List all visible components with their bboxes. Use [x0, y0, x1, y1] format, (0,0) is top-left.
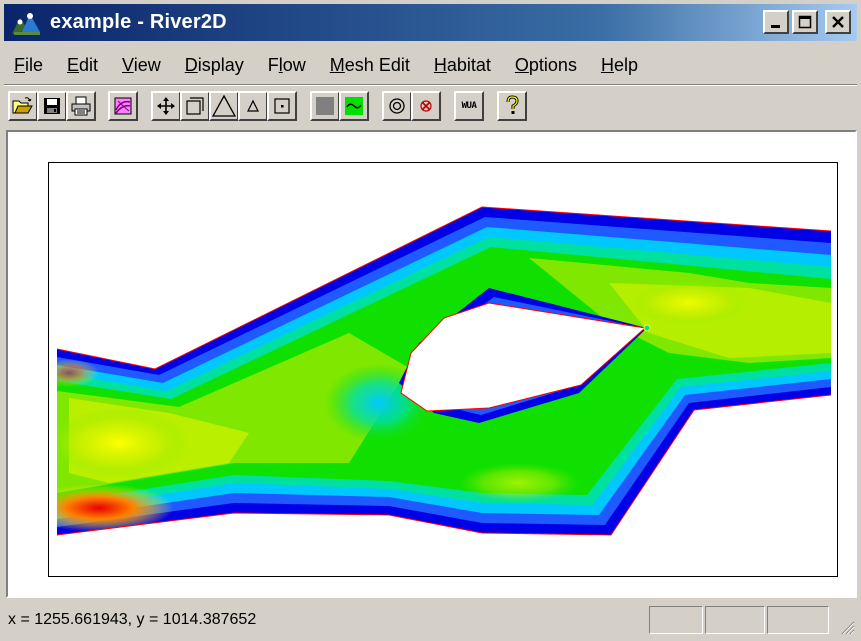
display-mesh-button[interactable] [310, 91, 340, 121]
menu-options[interactable]: Options [514, 54, 577, 75]
river-contour-plot[interactable] [49, 163, 837, 576]
display-contours-button[interactable] [339, 91, 369, 121]
status-panel-3 [767, 606, 829, 634]
status-bar: x = 1255.661943, y = 1014.387652 [4, 604, 857, 637]
help-button[interactable] [497, 91, 527, 121]
island-tip-node [643, 324, 651, 332]
concentric-circles-icon [389, 98, 405, 114]
status-panel-2 [705, 606, 765, 634]
velocity-vectors-button[interactable] [382, 91, 412, 121]
zoom-out-button[interactable] [238, 91, 268, 121]
status-panel-1 [649, 606, 703, 634]
map-view[interactable] [6, 130, 857, 598]
contour-map-icon [114, 97, 132, 115]
toolbar-separator [4, 84, 857, 86]
minimize-button[interactable] [763, 10, 789, 34]
cursor-coordinates: x = 1255.661943, y = 1014.387652 [8, 611, 257, 628]
printer-icon [71, 96, 91, 116]
toolbar: WUA [8, 89, 858, 125]
menu-file[interactable]: File [14, 54, 44, 75]
open-folder-icon [12, 97, 33, 114]
dot-in-square-icon [274, 98, 290, 114]
title-bar[interactable]: example - River2D [4, 4, 857, 41]
zoom-box-button[interactable] [180, 91, 210, 121]
wua-button[interactable]: WUA [454, 91, 484, 121]
print-button[interactable] [66, 91, 96, 121]
wua-icon: WUA [461, 101, 477, 111]
open-file-button[interactable] [8, 91, 38, 121]
menu-flow[interactable]: Flow [267, 54, 306, 75]
four-way-arrow-icon [157, 97, 175, 115]
maximize-icon [798, 15, 812, 29]
window-title: example - River2D [50, 11, 227, 33]
pan-button[interactable] [151, 91, 181, 121]
gray-fill-icon [316, 97, 334, 115]
menu-display[interactable]: Display [184, 54, 244, 75]
river2d-app-icon[interactable] [10, 8, 44, 38]
large-triangle-icon [212, 94, 236, 117]
menu-help[interactable]: Help [600, 54, 638, 75]
question-mark-icon [506, 95, 519, 114]
right-bank-line [56, 394, 832, 536]
menu-bar: File Edit View Display Flow Mesh Edit Habitat O… [6, 50, 650, 80]
background-image-button[interactable] [108, 91, 138, 121]
island [400, 302, 647, 412]
small-triangle-icon [247, 99, 259, 112]
zoom-box-icon [186, 97, 204, 115]
maximize-button[interactable] [792, 10, 818, 34]
plot-frame[interactable] [48, 162, 838, 577]
menu-view[interactable]: View [122, 54, 161, 75]
menu-mesh-edit[interactable]: Mesh Edit [329, 54, 410, 75]
center-button[interactable] [267, 91, 297, 121]
menu-habitat[interactable]: Habitat [433, 54, 491, 75]
floppy-disk-icon [44, 98, 60, 114]
close-button[interactable] [825, 10, 851, 34]
zoom-in-button[interactable] [209, 91, 239, 121]
delete-node-button[interactable] [411, 91, 441, 121]
close-icon [832, 16, 844, 28]
minimize-icon [771, 25, 780, 28]
menu-edit[interactable]: Edit [67, 54, 99, 75]
left-bank-line [56, 206, 832, 370]
resize-grip-icon[interactable] [839, 619, 855, 635]
save-file-button[interactable] [37, 91, 67, 121]
green-contour-icon [345, 97, 363, 115]
red-x-icon [420, 100, 432, 112]
